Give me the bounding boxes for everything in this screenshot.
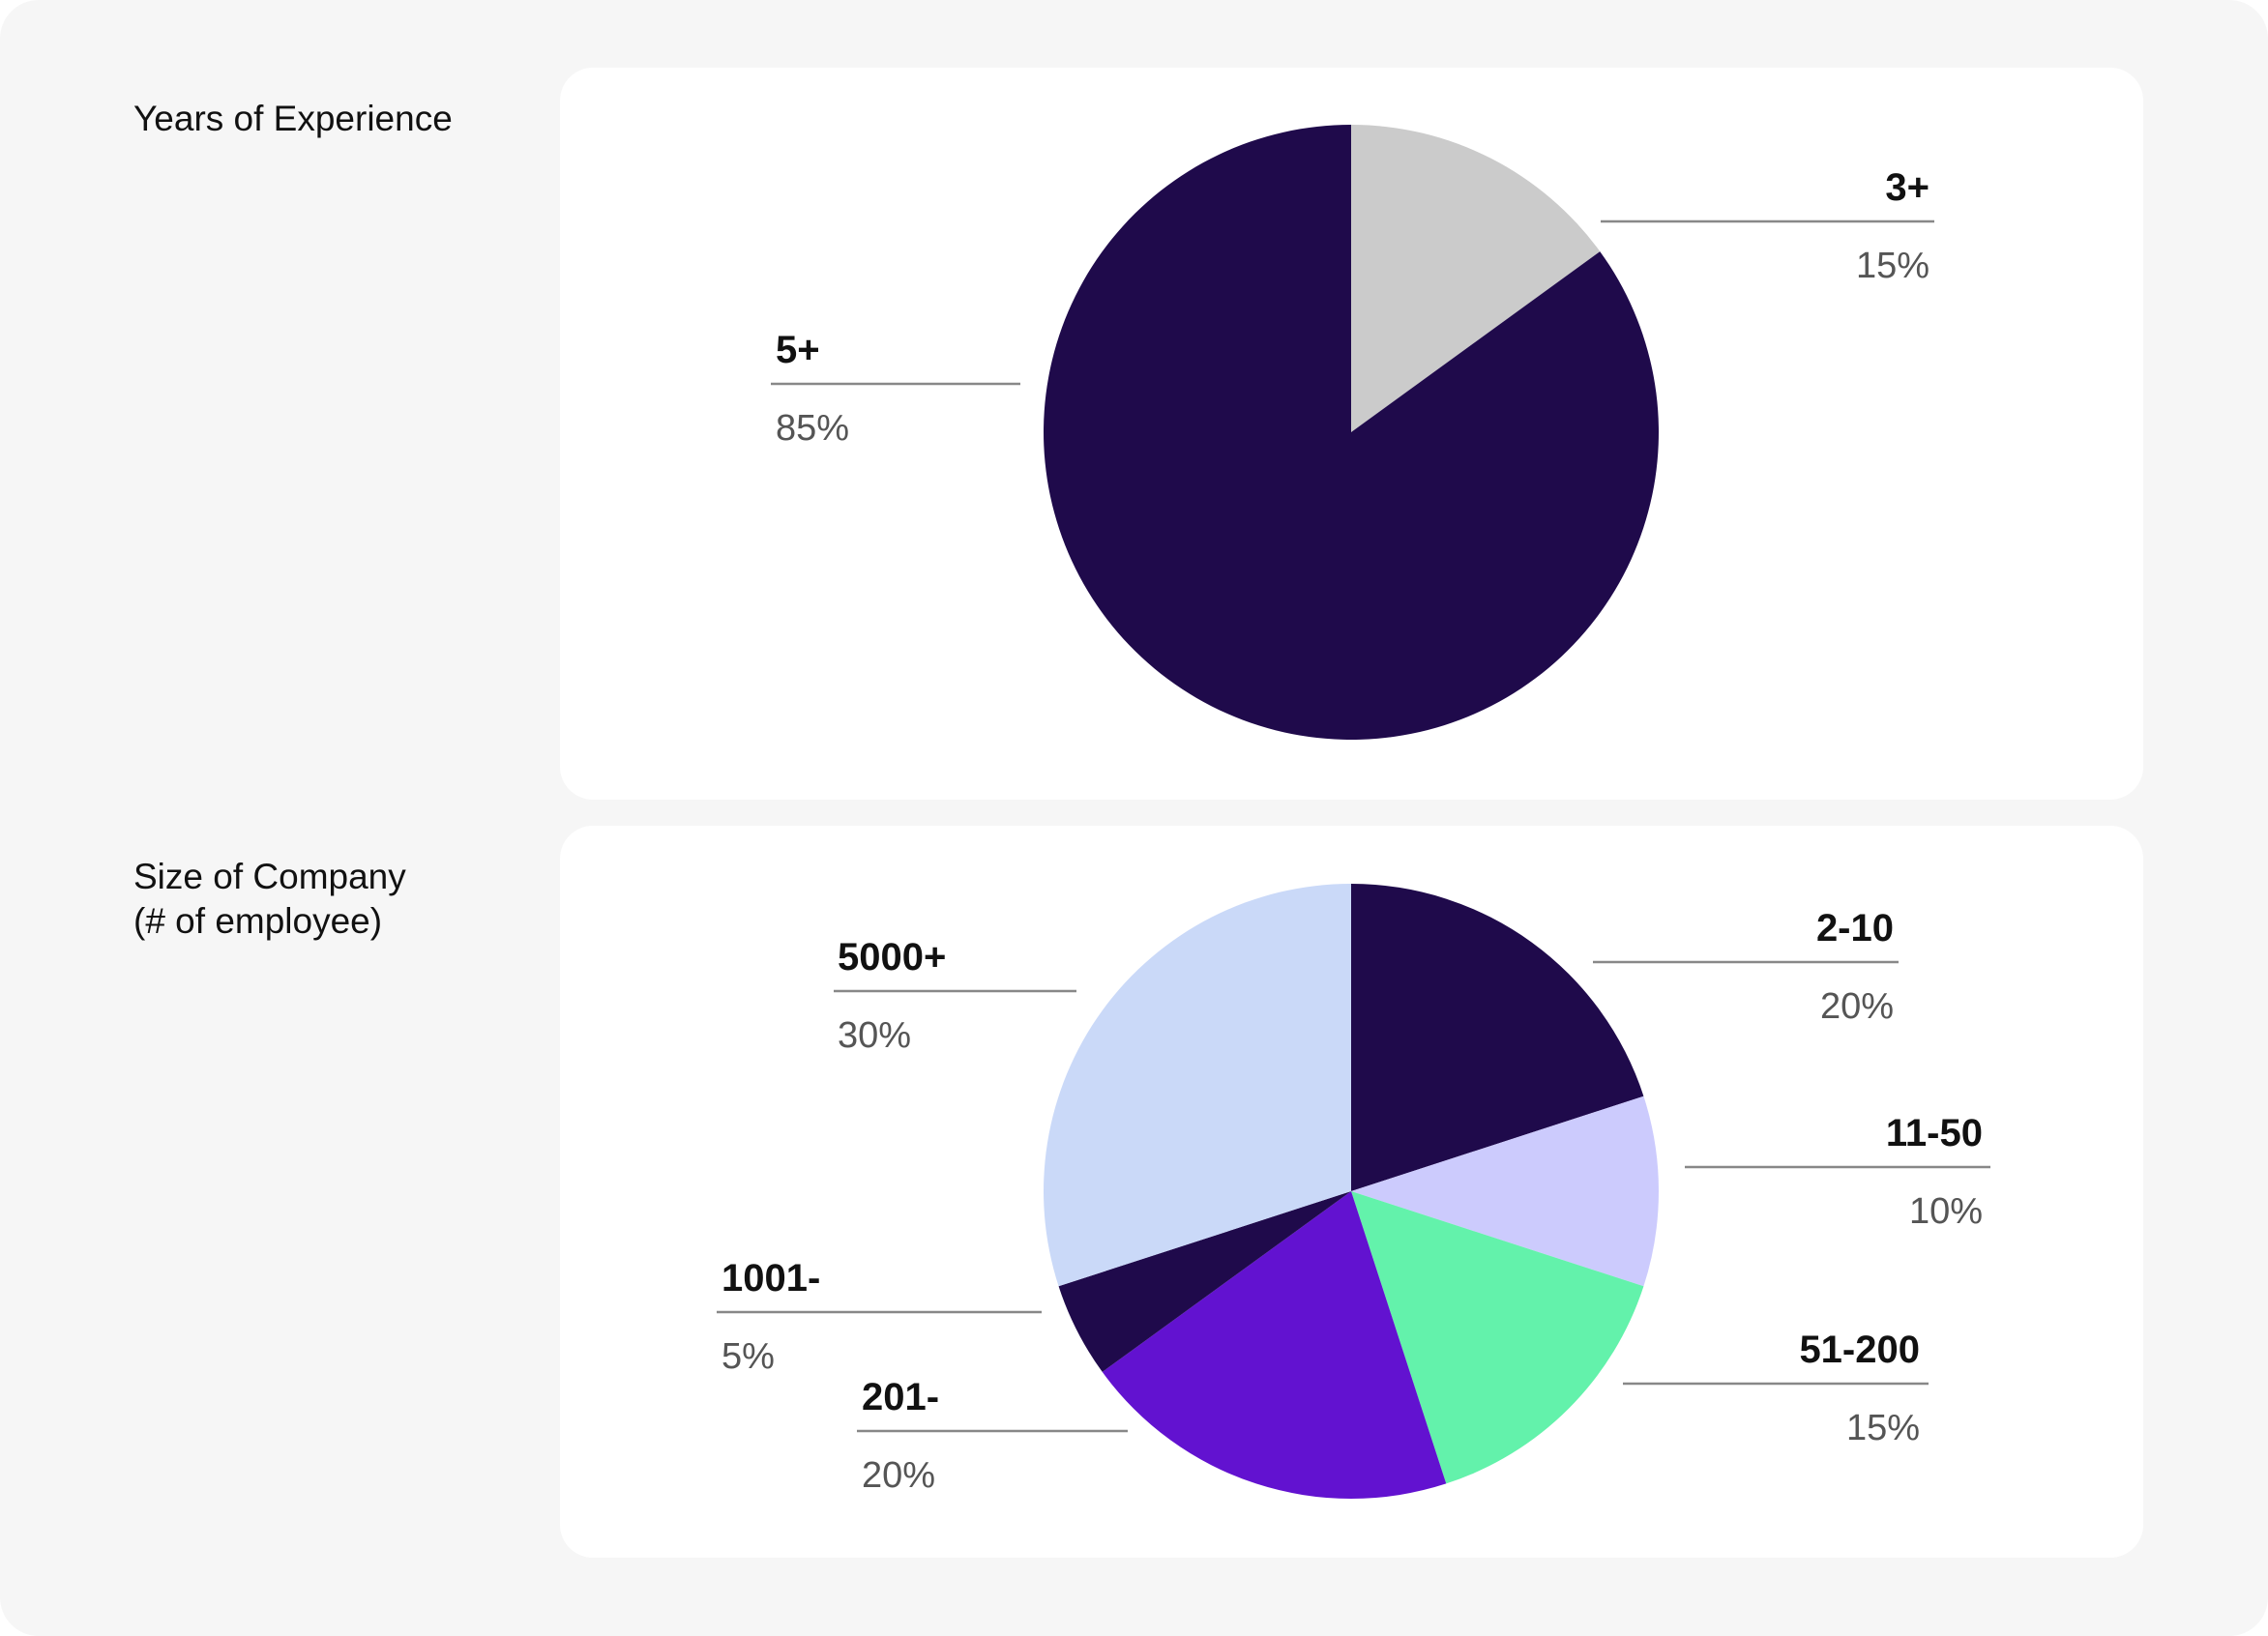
company-size-slice-value-2-10: 20% [1820, 986, 1894, 1027]
company-size-slice-201 [1102, 1191, 1447, 1499]
experience-slice-label-5: 5+ [776, 329, 820, 371]
company-size-slice-value-5000: 30% [838, 1015, 911, 1056]
experience-section-title: Years of Experience [133, 99, 453, 138]
experience-slice-3 [1351, 125, 1601, 432]
company-size-slice-2-10 [1351, 884, 1644, 1191]
company-size-slice-value-1001: 5% [722, 1336, 775, 1377]
company-size-slice-label-51-200: 51-200 [1799, 1329, 1920, 1371]
experience-slice-value-5: 85% [776, 408, 849, 449]
company-size-slice-1001 [1058, 1191, 1351, 1372]
experience-slice-value-3: 15% [1856, 246, 1929, 286]
company-size-slice-5000 [1044, 884, 1351, 1287]
company-size-slice-value-11-50: 10% [1909, 1191, 1983, 1232]
company-size-slice-label-5000: 5000+ [838, 936, 946, 979]
company-size-slice-label-201: 201- [862, 1376, 939, 1418]
experience-slice-5 [1044, 125, 1659, 741]
company-size-section-title: Size of Company (# of employee) [133, 857, 406, 941]
company-size-slice-value-201: 20% [862, 1455, 935, 1496]
experience-slice-label-3: 3+ [1885, 166, 1929, 209]
company-size-slice-11-50 [1351, 1096, 1659, 1287]
company-size-slice-label-2-10: 2-10 [1816, 907, 1894, 949]
company-size-slice-label-1001: 1001- [722, 1257, 820, 1300]
company-size-slice-value-51-200: 15% [1846, 1408, 1920, 1448]
company-size-slice-51-200 [1351, 1191, 1644, 1484]
company-size-slice-label-11-50: 11-50 [1886, 1112, 1983, 1154]
